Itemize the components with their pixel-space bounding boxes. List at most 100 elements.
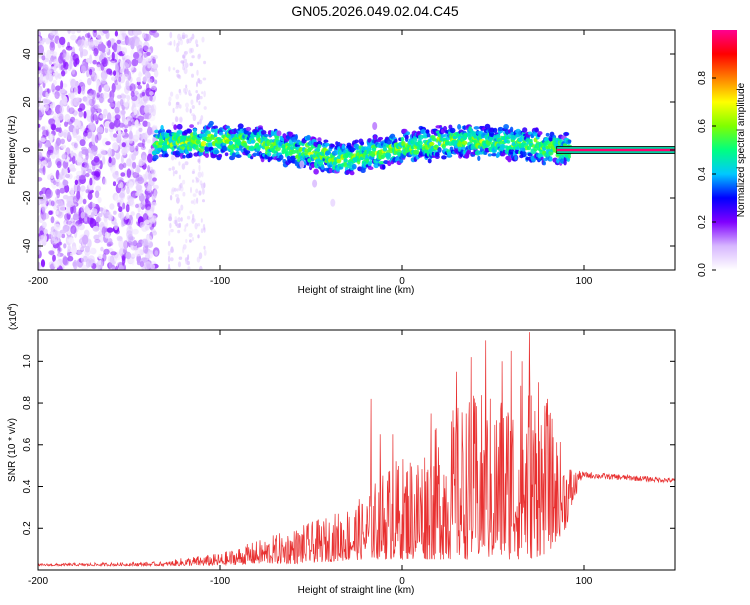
spectrogram-cell-992 xyxy=(152,230,158,236)
spectrogram-cell-2298 xyxy=(320,164,325,170)
spectrogram-cell-1580 xyxy=(179,182,183,189)
spectrogram-cell-1552 xyxy=(170,248,174,254)
spectrogram-cell-1280 xyxy=(116,39,122,45)
spectrogram-cell-795 xyxy=(47,110,54,116)
spectrogram-cell-1316 xyxy=(139,221,145,228)
spectrogram-cell-1565 xyxy=(202,199,205,203)
spectrogram-cell-393 xyxy=(152,63,159,69)
spectrogram-cell-1503 xyxy=(195,90,198,94)
spectrogram-cell-1477 xyxy=(194,222,198,230)
colorbar-tick-label-3: 0.6 xyxy=(697,119,708,133)
spectrogram-cell-1237 xyxy=(110,58,117,64)
spectrogram-cell-246 xyxy=(121,255,126,265)
spectrogram-cell-3005 xyxy=(496,133,501,139)
spectrogram-cell-1206 xyxy=(42,165,46,176)
spectrogram-cell-2797 xyxy=(444,133,448,137)
spectrogram-cell-2639 xyxy=(405,131,410,135)
spectrogram-cell-1016 xyxy=(45,37,51,45)
spectrogram-cell-3277 xyxy=(563,132,569,136)
spectrogram-cell-1882 xyxy=(217,153,223,158)
snr-y-tick-label-0: 0.2 xyxy=(22,521,33,535)
spectrogram-cell-991 xyxy=(111,51,115,61)
spectrogram-cell-2394 xyxy=(343,158,348,163)
spectrogram-cell-866 xyxy=(58,205,66,213)
spectrogram-cell-2244 xyxy=(307,158,312,163)
spectrogram-cell-1323 xyxy=(126,115,133,123)
spectrogram-cell-1260 xyxy=(67,200,73,206)
spectrogram-cell-1532 xyxy=(187,266,191,270)
spectrogram-x-ticks: -200 -100 0 100 xyxy=(28,30,593,287)
spectrogram-cell-1249 xyxy=(94,239,101,244)
spectrogram-cell-874 xyxy=(72,205,77,214)
snr-multiplier: (x104) xyxy=(7,303,19,330)
spectrogram-cell-1618 xyxy=(169,41,173,46)
spectrogram-cell-2544 xyxy=(382,164,386,170)
spectrogram-cell-1506 xyxy=(197,158,200,163)
spectrogram-y-tick-label-3: 20 xyxy=(22,96,33,108)
spectrogram-cell-2130 xyxy=(278,154,284,161)
spectrogram-cell-1499 xyxy=(189,108,192,114)
spectrogram-cell-1586 xyxy=(198,164,201,172)
spectrogram-cell-1160 xyxy=(50,231,56,242)
spectrogram-cell-1451 xyxy=(195,39,198,45)
spectrogram-cell-1034 xyxy=(98,253,103,260)
spectrogram-cell-1604 xyxy=(168,101,172,107)
spectrogram-cell-986 xyxy=(62,179,69,186)
colorbar-ticks: 0.0 0.2 0.4 0.6 0.8 xyxy=(697,71,716,277)
spectrogram-cell-1072 xyxy=(55,231,62,239)
spectrogram-cell-1575 xyxy=(198,190,202,196)
spectrogram-cell-1366 xyxy=(109,122,115,130)
spectrogram-cell-489 xyxy=(130,190,138,198)
spectrogram-cell-2563 xyxy=(385,153,391,158)
spectrogram-cell-1135 xyxy=(54,223,61,231)
spectrogram-cell-1473 xyxy=(174,219,178,227)
spectrogram-cell-299 xyxy=(111,76,117,81)
snr-y-tick-label-1: 0.4 xyxy=(22,479,33,493)
spectrogram-cell-409 xyxy=(122,202,126,210)
spectrogram-cell-1441 xyxy=(169,194,173,201)
spectrogram-cell-886 xyxy=(92,114,98,121)
spectrogram-cell-3162 xyxy=(534,127,539,133)
spectrogram-cell-1531 xyxy=(202,187,205,195)
spectrogram-cell-1376 xyxy=(38,177,43,182)
spectrogram-cell-1509 xyxy=(190,99,194,105)
spectrogram-cell-1137 xyxy=(151,215,157,222)
spectrogram-cell-2420 xyxy=(350,147,357,151)
spectrogram-cell-1172 xyxy=(122,137,130,142)
spectrogram-cell-1350 xyxy=(84,245,90,253)
spectrogram-cell-1597 xyxy=(192,218,196,223)
spectrogram-cell-1536 xyxy=(189,93,192,97)
spectrogram-cell-1615 xyxy=(175,194,179,198)
spectrogram-cell-1400 xyxy=(195,188,199,194)
spectrogram-cell-1407 xyxy=(172,170,175,177)
spectrogram-cell-1579 xyxy=(200,228,204,234)
spectrogram-cell-468 xyxy=(50,39,55,48)
spectrogram-cell-1390 xyxy=(131,193,136,199)
spectrogram-cell-1201 xyxy=(58,127,62,134)
spectrogram-cell-109 xyxy=(52,254,56,262)
spectrogram-cell-1150 xyxy=(73,142,78,149)
spectrogram-cell-3134 xyxy=(527,152,533,157)
spectrogram-cell-1465 xyxy=(184,87,188,93)
spectrogram-cell-3216 xyxy=(549,156,553,162)
spectrogram-cell-901 xyxy=(99,148,106,158)
spectrogram-cell-1311 xyxy=(70,150,74,158)
spectrogram-cell-1595 xyxy=(172,107,175,114)
spectrogram-cell-694 xyxy=(102,156,106,165)
spectrogram-cell-1173 xyxy=(120,60,124,70)
spectrogram-cell-1492 xyxy=(169,222,172,229)
spectrogram-cell-1487 xyxy=(195,176,198,180)
spectrogram-cell-2234 xyxy=(304,150,309,156)
spectrogram-cell-2551 xyxy=(382,147,388,152)
spectrogram-cell-1086 xyxy=(87,192,93,201)
spectrogram-cell-1508 xyxy=(176,197,180,204)
snr-x-tick-label-0: -200 xyxy=(28,576,48,587)
spectrogram-cell-847 xyxy=(138,127,143,132)
spectrogram-cell-1419 xyxy=(192,193,197,197)
spectrogram-cell-1036 xyxy=(70,30,76,35)
spectrogram-cell-997 xyxy=(83,157,89,165)
spectrogram-cell-1152 xyxy=(93,171,100,176)
spectrogram-cell-2494 xyxy=(367,166,374,170)
spectrogram-cell-1627 xyxy=(152,154,159,160)
spectrogram-cell-1742 xyxy=(182,154,186,159)
